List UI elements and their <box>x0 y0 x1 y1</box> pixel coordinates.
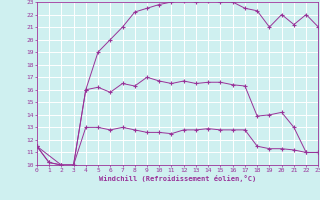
X-axis label: Windchill (Refroidissement éolien,°C): Windchill (Refroidissement éolien,°C) <box>99 175 256 182</box>
